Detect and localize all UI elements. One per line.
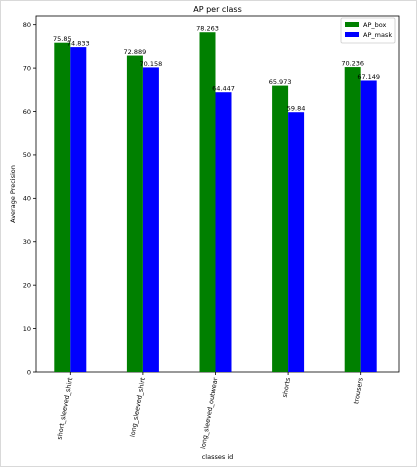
bar-ap-mask (360, 80, 377, 373)
y-tick-label: 0 (27, 368, 31, 376)
y-tick-label: 20 (23, 281, 31, 289)
x-tick-label: long_sleeved_shirt (129, 377, 147, 438)
data-label: 67.149 (357, 73, 380, 81)
x-tick-label: shorts (281, 376, 292, 398)
x-axis-label: classes id (202, 453, 234, 461)
y-tick-label: 60 (23, 108, 31, 116)
data-label: 59.84 (287, 105, 306, 113)
data-label: 72.889 (124, 48, 147, 56)
chart-title: AP per class (193, 5, 242, 14)
x-tick-label: trousers (352, 376, 365, 404)
legend-swatch (345, 22, 359, 27)
x-tick-label: long_sleeved_outwear (199, 377, 219, 450)
x-tick-label: short_sleeved_shirt (55, 377, 74, 441)
data-label: 65.973 (269, 78, 292, 86)
y-tick-label: 50 (23, 151, 31, 159)
bar-ap-mask (288, 112, 305, 372)
y-axis-label: Average Precision (9, 165, 17, 223)
legend: AP_box AP_mask (340, 17, 396, 44)
y-tick-label: 70 (23, 64, 31, 72)
data-label: 70.158 (140, 60, 163, 68)
bar-ap-box (54, 42, 71, 372)
bars (54, 32, 377, 373)
legend-swatch (345, 32, 359, 37)
legend-entry: AP_mask (363, 31, 392, 39)
y-tick-label: 30 (23, 238, 31, 246)
bar-ap-box (126, 55, 143, 372)
bar-ap-mask (215, 92, 232, 373)
data-label: 70.236 (341, 60, 364, 68)
data-label: 74.833 (67, 40, 90, 48)
y-axis-ticks: 0 10 20 30 40 50 60 70 80 (23, 21, 36, 376)
legend-entry: AP_box (363, 21, 387, 29)
bar-ap-mask (142, 67, 159, 372)
bar-ap-box (272, 85, 289, 373)
bar-ap-box (344, 67, 361, 373)
bar-ap-box (199, 32, 216, 372)
data-label: 75.85 (53, 35, 72, 43)
x-axis-ticks: short_sleeved_shirt long_sleeved_shirt lon… (55, 372, 365, 450)
data-label: 64.447 (212, 85, 235, 93)
y-tick-label: 10 (23, 325, 31, 333)
y-tick-label: 40 (23, 195, 31, 203)
y-tick-label: 80 (23, 21, 31, 29)
bar-ap-mask (70, 47, 87, 373)
data-label: 78.263 (196, 25, 219, 33)
